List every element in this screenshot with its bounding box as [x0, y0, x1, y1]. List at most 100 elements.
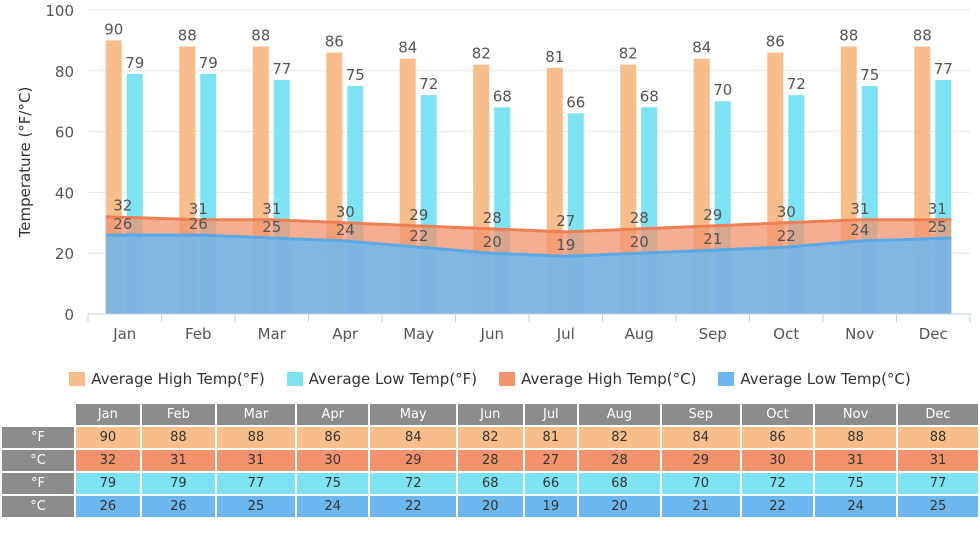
data-label-high-f: 88: [251, 26, 270, 44]
legend-item[interactable]: Average High Temp(°F): [69, 370, 265, 388]
data-label-low-f: 70: [713, 81, 732, 99]
table-cell: 88: [216, 427, 295, 448]
data-label-high-c: 31: [850, 200, 869, 218]
x-tick-label: Apr: [332, 325, 359, 343]
x-tick-label: Nov: [845, 325, 874, 343]
table-cell: 29: [661, 450, 740, 471]
table-cell: 79: [141, 473, 215, 494]
legend-label: Average Low Temp(°F): [308, 370, 478, 388]
table-cell: 86: [741, 427, 814, 448]
table-cell: 31: [897, 450, 978, 471]
data-label-high-f: 88: [178, 26, 197, 44]
data-label-low-f: 68: [493, 87, 512, 105]
table-row-unit: °C: [2, 496, 74, 517]
x-tick-label: Dec: [919, 325, 948, 343]
data-label-low-f: 77: [934, 60, 953, 78]
table-cell: 77: [897, 473, 978, 494]
y-tick-label: 100: [45, 2, 74, 20]
y-tick-label: 20: [55, 245, 74, 263]
legend-item[interactable]: Average Low Temp(°F): [286, 370, 478, 388]
x-tick-label: Jun: [480, 325, 504, 343]
data-label-high-f: 88: [839, 26, 858, 44]
table-cell: 22: [741, 496, 814, 517]
table-cell: 22: [370, 496, 456, 517]
legend-item[interactable]: Average High Temp(°C): [499, 370, 696, 388]
legend-item[interactable]: Average Low Temp(°C): [718, 370, 911, 388]
data-label-low-c: 25: [928, 218, 947, 236]
data-label-high-c: 29: [409, 206, 428, 224]
table-cell: 27: [524, 450, 578, 471]
data-label-low-c: 21: [703, 230, 722, 248]
table-month-header: Feb: [141, 404, 215, 425]
table-corner: [2, 404, 74, 425]
table-header-row: Jan Feb Mar Apr May Jun Jul Aug Sep Oct Nov Dec: [2, 404, 978, 425]
x-tick-label: Oct: [773, 325, 799, 343]
table-cell: 25: [897, 496, 978, 517]
table-cell: 30: [296, 450, 369, 471]
x-tick-label: Aug: [625, 325, 654, 343]
table-month-header: Jul: [524, 404, 578, 425]
data-label-high-f: 90: [104, 20, 123, 38]
data-label-low-c: 22: [409, 227, 428, 245]
data-label-high-c: 31: [928, 200, 947, 218]
y-tick-label: 40: [55, 184, 74, 202]
data-label-low-f: 68: [640, 87, 659, 105]
table-month-header: Nov: [815, 404, 896, 425]
chart-legend: Average High Temp(°F) Average Low Temp(°F…: [0, 368, 980, 390]
table-cell: 84: [370, 427, 456, 448]
table-cell: 32: [76, 450, 140, 471]
data-label-high-f: 82: [472, 45, 491, 63]
data-label-low-c: 24: [850, 221, 869, 239]
y-axis-label: Temperature (°F/°C): [16, 87, 34, 239]
data-label-low-f: 66: [566, 93, 585, 111]
table-cell: 21: [661, 496, 740, 517]
table-body: °F 90 88 88 86 84 82 81 82 84 86 88 88 °C 32 31 31 30 29 28…: [2, 427, 978, 517]
table-row-unit: °C: [2, 450, 74, 471]
data-label-low-c: 22: [777, 227, 796, 245]
legend-label: Average Low Temp(°C): [740, 370, 911, 388]
area-low-c: [105, 234, 952, 314]
table-cell: 82: [579, 427, 660, 448]
table-row: °F 90 88 88 86 84 82 81 82 84 86 88 88: [2, 427, 978, 448]
data-label-high-f: 88: [913, 26, 932, 44]
table-cell: 88: [897, 427, 978, 448]
data-label-high-f: 84: [398, 39, 417, 57]
data-label-high-f: 84: [692, 39, 711, 57]
table-row-unit: °F: [2, 427, 74, 448]
data-label-high-f: 86: [325, 33, 344, 51]
table-cell: 75: [296, 473, 369, 494]
data-label-high-c: 31: [262, 200, 281, 218]
data-label-low-f: 75: [346, 66, 365, 84]
table-month-header: Sep: [661, 404, 740, 425]
table-month-header: Aug: [579, 404, 660, 425]
data-label-low-f: 75: [860, 66, 879, 84]
data-label-low-c: 20: [483, 233, 502, 251]
data-label-high-c: 28: [630, 209, 649, 227]
line-high-c: [105, 215, 952, 234]
table-cell: 86: [296, 427, 369, 448]
table-cell: 84: [661, 427, 740, 448]
line-low-c: [105, 233, 952, 258]
table-month-header: Oct: [741, 404, 814, 425]
y-tick-label: 60: [55, 124, 74, 142]
table-cell: 31: [815, 450, 896, 471]
table-cell: 82: [457, 427, 523, 448]
table-cell: 26: [76, 496, 140, 517]
x-tick-label: Mar: [258, 325, 287, 343]
legend-label: Average High Temp(°C): [521, 370, 697, 388]
table-cell: 30: [741, 450, 814, 471]
x-tick-label: Jul: [556, 325, 575, 343]
data-label-low-f: 79: [199, 54, 218, 72]
table-cell: 29: [370, 450, 456, 471]
y-tick-label: 80: [55, 63, 74, 81]
table-cell: 77: [216, 473, 295, 494]
data-label-high-c: 28: [483, 209, 502, 227]
legend-swatch: [499, 372, 516, 386]
table-row: °F 79 79 77 75 72 68 66 68 70 72 75 77: [2, 473, 978, 494]
y-tick-label: 0: [64, 306, 74, 324]
table-cell: 25: [216, 496, 295, 517]
table-month-header: Jan: [76, 404, 140, 425]
x-tick-label: Jan: [112, 325, 136, 343]
table-cell: 31: [141, 450, 215, 471]
